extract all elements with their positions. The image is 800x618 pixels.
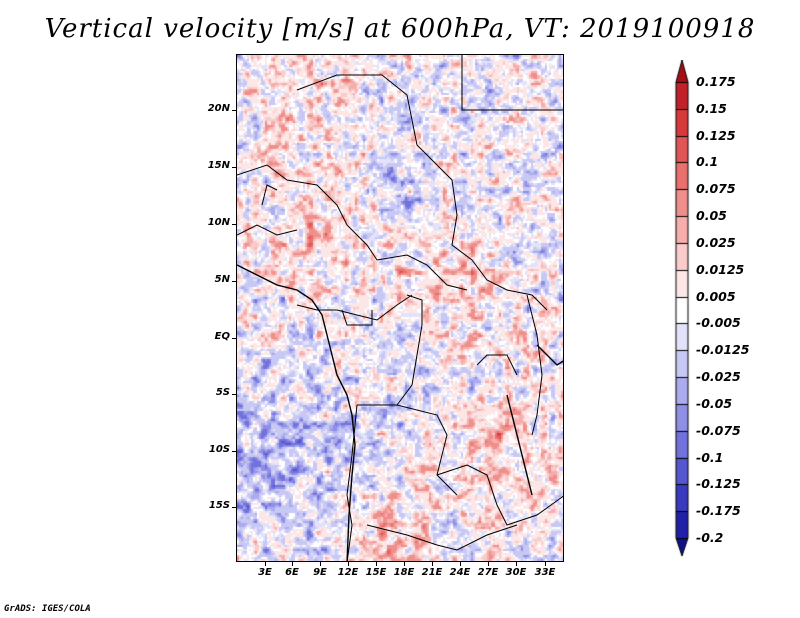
longitude-tick: [348, 562, 349, 566]
colorbar-label: -0.2: [696, 530, 724, 545]
latitude-tick: [232, 394, 236, 395]
colorbar-label: 0.125: [696, 127, 736, 143]
border-line: [357, 404, 458, 496]
colorbar-label: 0.15: [696, 100, 727, 116]
latitude-label: 10N: [207, 217, 230, 228]
colorbar-label: -0.0125: [696, 342, 750, 358]
chart-title: Vertical velocity [m/s] at 600hPa, VT: 2…: [44, 14, 756, 44]
border-line: [381, 74, 548, 311]
border-line: [366, 524, 518, 551]
border-line: [336, 294, 413, 321]
colorbar-label: -0.05: [696, 395, 733, 411]
longitude-label: 18E: [393, 567, 415, 578]
country-borders: [237, 55, 563, 561]
border-line: [296, 304, 337, 311]
border-line: [461, 55, 563, 111]
colorbar-label: -0.175: [696, 503, 741, 519]
longitude-label: 33E: [534, 567, 556, 578]
colorbar-label: 0.025: [696, 234, 736, 250]
latitude-tick: [232, 110, 236, 111]
latitude-tick: [232, 167, 236, 168]
border-line: [526, 294, 543, 436]
credit-text: GrADS: IGES/COLA: [4, 604, 91, 614]
latitude-tick: [232, 507, 236, 508]
coastline: [237, 264, 356, 561]
colorbar-label: 0.005: [696, 288, 736, 304]
border-line: [261, 184, 278, 206]
latitude-label: 10S: [208, 444, 230, 455]
colorbar-label: -0.125: [696, 476, 741, 492]
latitude-label: EQ: [214, 331, 230, 342]
longitude-label: 6E: [285, 567, 299, 578]
longitude-label: 12E: [337, 567, 359, 578]
latitude-label: 5S: [215, 387, 230, 398]
colorbar-label: -0.075: [696, 422, 741, 438]
border-line: [341, 309, 373, 326]
border-line: [476, 354, 518, 376]
latitude-tick: [232, 281, 236, 282]
longitude-tick: [516, 562, 517, 566]
lake-outline: [506, 394, 533, 496]
longitude-tick: [488, 562, 489, 566]
longitude-tick: [320, 562, 321, 566]
longitude-tick: [265, 562, 266, 566]
longitude-tick: [376, 562, 377, 566]
longitude-tick: [404, 562, 405, 566]
border-line: [237, 164, 378, 261]
colorbar-label: 0.0125: [696, 261, 745, 277]
longitude-label: 3E: [258, 567, 272, 578]
longitude-label: 15E: [365, 567, 387, 578]
colorbar-label: -0.1: [696, 449, 724, 465]
colorbar-label: 0.1: [696, 154, 719, 170]
longitude-label: 27E: [477, 567, 499, 578]
latitude-label: 5N: [214, 274, 230, 285]
border-line: [436, 464, 563, 526]
colorbar-label: 0.05: [696, 208, 727, 224]
colorbar-label: 0.075: [696, 181, 736, 197]
longitude-tick: [545, 562, 546, 566]
latitude-tick: [232, 451, 236, 452]
border-line: [296, 74, 382, 91]
border-line: [396, 294, 423, 406]
colorbar-label: -0.005: [696, 315, 741, 331]
border-line: [237, 224, 298, 236]
longitude-label: 24E: [449, 567, 471, 578]
latitude-label: 20N: [207, 103, 230, 114]
velocity-field-map: [237, 55, 563, 561]
longitude-tick: [432, 562, 433, 566]
longitude-label: 9E: [313, 567, 327, 578]
colorbar-label: -0.025: [696, 369, 741, 385]
longitude-tick: [292, 562, 293, 566]
latitude-label: 15S: [208, 500, 230, 511]
latitude-tick: [232, 338, 236, 339]
colorbar-label: 0.175: [696, 74, 736, 89]
longitude-label: 30E: [505, 567, 527, 578]
colorbar: [668, 60, 698, 560]
latitude-tick: [232, 224, 236, 225]
lake-outline: [536, 344, 563, 366]
border-line: [376, 254, 468, 291]
longitude-label: 21E: [421, 567, 443, 578]
map-panel: [236, 54, 564, 562]
longitude-tick: [460, 562, 461, 566]
latitude-label: 15N: [207, 160, 230, 171]
